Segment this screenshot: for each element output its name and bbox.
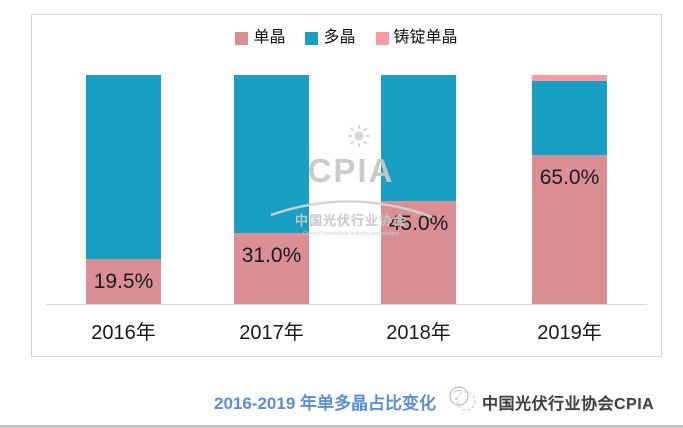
bar-segment-2019年-单晶 bbox=[532, 155, 607, 304]
data-label: 45.0% bbox=[388, 211, 449, 235]
bar-segment-2017年-多晶 bbox=[234, 75, 309, 233]
x-axis-line bbox=[46, 304, 647, 305]
legend-item-2: 多晶 bbox=[305, 29, 356, 46]
data-label: 31.0% bbox=[241, 244, 302, 267]
x-axis-label: 2017年 bbox=[239, 322, 304, 344]
legend-label: 铸锭单晶 bbox=[393, 29, 458, 46]
chart-legend: 单晶 多晶 铸锭单晶 bbox=[32, 30, 661, 46]
chart-caption: 2016-2019 年单多晶占比变化 bbox=[213, 394, 437, 413]
legend-swatch-icon bbox=[235, 31, 249, 45]
bar-segment-2017年-单晶 bbox=[234, 233, 309, 304]
data-label: 65.0% bbox=[539, 166, 600, 190]
bar-segment-2019年-铸锭单晶 bbox=[532, 75, 607, 81]
cpia-logo-icon bbox=[449, 386, 476, 411]
bottom-divider bbox=[0, 425, 683, 428]
legend-label: 单晶 bbox=[253, 29, 286, 46]
chart-panel: 单晶 多晶 铸锭单晶 19.5% 2016年 31.0% 2017年 45.0% 2018年 6… bbox=[31, 14, 662, 357]
bar-segment-2019年-多晶 bbox=[532, 80, 607, 156]
legend-swatch-icon bbox=[375, 31, 389, 45]
legend-label: 多晶 bbox=[323, 29, 356, 46]
x-axis-label: 2018年 bbox=[386, 322, 451, 344]
bar-segment-2018年-多晶 bbox=[381, 75, 456, 201]
legend-item-1: 单晶 bbox=[235, 30, 285, 46]
x-axis-label: 2019年 bbox=[537, 322, 602, 344]
sun-icon bbox=[348, 125, 370, 147]
bar-segment-2016年-单晶 bbox=[86, 259, 161, 304]
bar-segment-2016年-多晶 bbox=[86, 75, 161, 260]
x-axis-label: 2016年 bbox=[91, 322, 156, 344]
legend-swatch-icon bbox=[305, 31, 319, 45]
footer-logo: 中国光伏行业协会CPIA bbox=[446, 383, 654, 415]
legend-item-3: 铸锭单晶 bbox=[375, 29, 458, 46]
data-label: 19.5% bbox=[93, 270, 154, 294]
footer-logo-text: 中国光伏行业协会CPIA bbox=[482, 396, 655, 413]
